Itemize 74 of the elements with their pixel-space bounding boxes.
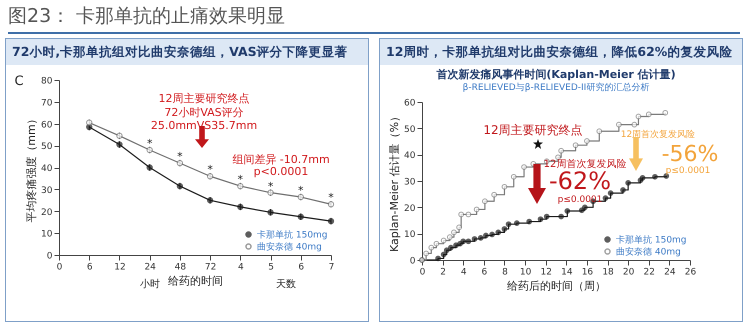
x-tick-label: 12: [540, 268, 552, 278]
y-tick-label: 70: [41, 98, 53, 108]
x-tick-label: 16: [582, 268, 594, 278]
x-tick-label: 4: [238, 262, 244, 272]
annotation: *: [177, 150, 184, 163]
x-axis-title: 给药后的时间（周）: [507, 280, 606, 292]
x-tick-label: 72: [204, 262, 216, 272]
y-tick-label: 60: [404, 98, 416, 108]
annotation: 12周首次复发风险: [620, 129, 696, 140]
text: 天数: [276, 279, 296, 290]
x-tick-label: 24: [144, 262, 156, 272]
annotation: p<0.0001: [254, 165, 308, 178]
chart-title: 首次新发痛风事件时间(Kaplan-Meier 估计量): [435, 68, 676, 81]
y-tick-label: 40: [41, 164, 53, 174]
x-tick-label: 6: [481, 268, 488, 278]
x-tick-label: 22: [644, 268, 655, 278]
annotation: p≤0.0001: [558, 195, 602, 205]
x-tick-label: 2: [440, 268, 446, 278]
y-tick-label: 0: [46, 252, 53, 262]
x-tick-label: 48: [174, 262, 186, 272]
x-tick-label: 26: [684, 268, 696, 278]
x-tick-label: 24: [664, 268, 676, 278]
annotation: *: [146, 137, 153, 150]
annotation: 12周首次复发风险: [544, 158, 626, 170]
text: C: [14, 74, 24, 89]
legend-label: 曲安奈德 40mg: [257, 242, 322, 252]
x-tick-label: 12: [114, 262, 126, 272]
annotation: 12周主要研究终点: [158, 92, 250, 105]
x-tick-label: 18: [602, 268, 614, 278]
legend-label: 卡那单抗 150mg: [257, 230, 328, 240]
y-tick-label: 20: [41, 208, 53, 218]
x-tick-label: 0: [420, 268, 426, 278]
annotation: -56%: [662, 142, 718, 167]
x-tick-label: 4: [460, 268, 467, 278]
chart-subtitle: 72小时,卡那单抗组对比曲安奈德组，VAS评分下降更显著: [6, 39, 368, 65]
annotation: 72小时VAS评分: [164, 106, 244, 119]
y-tick-label: 30: [404, 178, 416, 188]
y-tick-label: 80: [41, 76, 53, 86]
y-axis-title: Kaplan-Meier 估计量（%）: [388, 110, 402, 252]
y-axis-title: 平均疼痛强度（mm）: [25, 113, 38, 223]
x-tick-label: 8: [502, 268, 508, 278]
annotation: -62%: [548, 167, 612, 195]
y-tick-label: 50: [404, 124, 416, 135]
x-tick-label: 0: [56, 262, 63, 272]
annotation: *: [207, 163, 214, 176]
chart-subtitle: 12周时，卡那单抗组对比曲安奈德组，降低62%的复发风险: [380, 39, 742, 65]
y-tick-label: 10: [41, 230, 53, 240]
annotation: *: [238, 173, 244, 186]
legend-label: 曲安奈德 40mg: [616, 246, 681, 258]
x-tick-label: 10: [520, 268, 532, 278]
x-axis-title: 给药的时间: [168, 274, 223, 288]
legend-label: 卡那单抗 150mg: [616, 234, 687, 246]
annotation: 25.0mmVS35.7mm: [150, 119, 258, 132]
chart-title: 图23： 卡那单抗的止痛效果明显: [8, 3, 740, 34]
y-tick-label: 40: [404, 151, 416, 162]
x-tick-label: 6: [86, 262, 93, 272]
y-tick-label: 60: [41, 120, 53, 130]
annotation: 组间差异 -10.7mm: [232, 153, 330, 166]
y-tick-label: 30: [41, 186, 53, 196]
y-tick-label: 10: [404, 230, 416, 240]
x-tick-label: 7: [328, 262, 334, 272]
text: β-RELIEVED与β-RELIEVED-II研究的汇总分析: [462, 82, 650, 93]
x-tick-label: 6: [298, 262, 304, 272]
x-tick-label: 20: [622, 268, 635, 278]
y-tick-label: 50: [41, 142, 53, 152]
x-tick-label: 14: [561, 268, 573, 278]
annotation: *: [298, 184, 304, 197]
annotation: *: [268, 180, 274, 193]
y-tick-label: 20: [404, 204, 416, 214]
x-tick-label: 5: [268, 262, 274, 272]
text: 小时: [140, 278, 160, 290]
annotation: 12周主要研究终点: [483, 123, 583, 137]
annotation: p≤0.0001: [666, 166, 710, 176]
annotation: *: [328, 191, 334, 204]
